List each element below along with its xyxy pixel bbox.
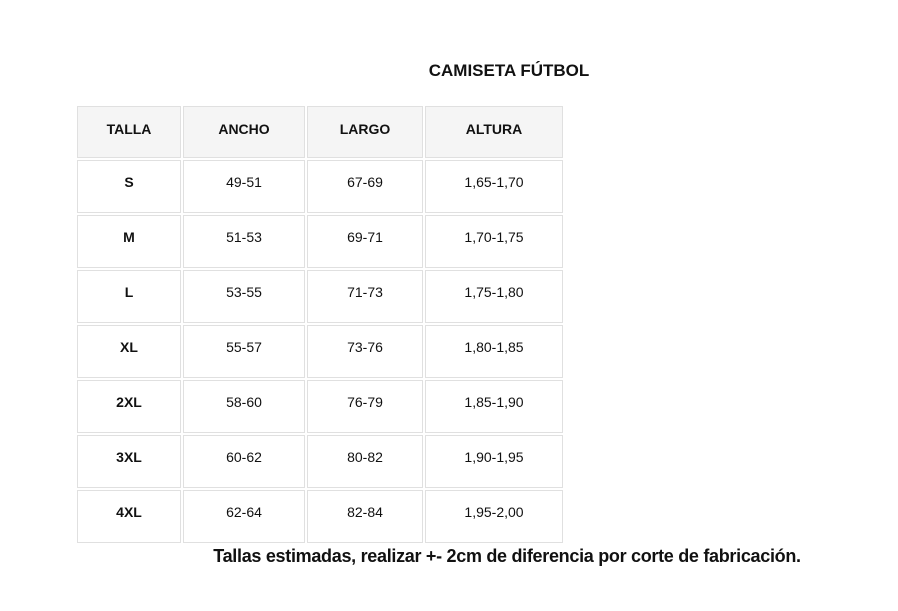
cell-ancho: 55-57 [183, 325, 305, 378]
cell-altura: 1,65-1,70 [425, 160, 563, 213]
column-header-largo: LARGO [307, 106, 423, 158]
cell-largo: 76-79 [307, 380, 423, 433]
cell-talla: M [77, 215, 181, 268]
page-title: CAMISETA FÚTBOL [428, 61, 590, 80]
table-row-xl: XL 55-57 73-76 1,80-1,85 [77, 325, 563, 378]
cell-altura: 1,95-2,00 [425, 490, 563, 543]
cell-altura: 1,75-1,80 [425, 270, 563, 323]
cell-talla: XL [77, 325, 181, 378]
cell-largo: 67-69 [307, 160, 423, 213]
cell-altura: 1,70-1,75 [425, 215, 563, 268]
column-header-ancho: ANCHO [183, 106, 305, 158]
cell-talla: 4XL [77, 490, 181, 543]
cell-altura: 1,80-1,85 [425, 325, 563, 378]
size-table: TALLA ANCHO LARGO ALTURA S 49-51 67-69 1… [75, 104, 565, 545]
cell-largo: 80-82 [307, 435, 423, 488]
cell-altura: 1,85-1,90 [425, 380, 563, 433]
table-row-2xl: 2XL 58-60 76-79 1,85-1,90 [77, 380, 563, 433]
cell-largo: 73-76 [307, 325, 423, 378]
column-header-talla: TALLA [77, 106, 181, 158]
cell-ancho: 53-55 [183, 270, 305, 323]
table-row-s: S 49-51 67-69 1,65-1,70 [77, 160, 563, 213]
cell-largo: 71-73 [307, 270, 423, 323]
cell-ancho: 62-64 [183, 490, 305, 543]
cell-largo: 82-84 [307, 490, 423, 543]
cell-altura: 1,90-1,95 [425, 435, 563, 488]
cell-largo: 69-71 [307, 215, 423, 268]
cell-talla: S [77, 160, 181, 213]
cell-ancho: 58-60 [183, 380, 305, 433]
cell-ancho: 49-51 [183, 160, 305, 213]
cell-talla: 2XL [77, 380, 181, 433]
cell-ancho: 51-53 [183, 215, 305, 268]
table-row-4xl: 4XL 62-64 82-84 1,95-2,00 [77, 490, 563, 543]
table-row-m: M 51-53 69-71 1,70-1,75 [77, 215, 563, 268]
table-row-l: L 53-55 71-73 1,75-1,80 [77, 270, 563, 323]
cell-talla: 3XL [77, 435, 181, 488]
cell-ancho: 60-62 [183, 435, 305, 488]
table-row-3xl: 3XL 60-62 80-82 1,90-1,95 [77, 435, 563, 488]
cell-talla: L [77, 270, 181, 323]
column-header-altura: ALTURA [425, 106, 563, 158]
size-table-header-row: TALLA ANCHO LARGO ALTURA [77, 106, 563, 158]
size-disclaimer-note: Tallas estimadas, realizar +- 2cm de dif… [213, 546, 801, 566]
